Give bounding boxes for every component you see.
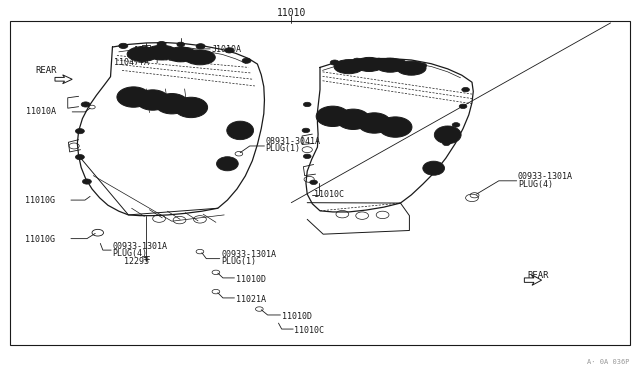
Text: PLUG(4): PLUG(4) (518, 180, 553, 189)
Ellipse shape (174, 97, 207, 118)
Circle shape (374, 58, 383, 63)
Text: 11047: 11047 (134, 46, 159, 55)
Circle shape (242, 58, 251, 63)
Text: 11010: 11010 (276, 8, 306, 18)
Ellipse shape (435, 126, 461, 144)
Circle shape (76, 129, 84, 134)
Ellipse shape (216, 157, 238, 171)
Circle shape (76, 154, 84, 160)
Circle shape (302, 128, 310, 133)
Text: 11010C: 11010C (314, 190, 344, 199)
Circle shape (225, 48, 234, 53)
Text: 11010G: 11010G (25, 235, 55, 244)
Circle shape (303, 102, 311, 107)
Ellipse shape (184, 50, 215, 65)
Text: 00933-1301A: 00933-1301A (518, 172, 573, 181)
Bar (10, 21, 630, 345)
Text: 11021A: 11021A (236, 295, 266, 304)
Ellipse shape (397, 61, 426, 75)
Circle shape (81, 102, 90, 107)
Text: PLUG(1): PLUG(1) (266, 144, 301, 153)
Ellipse shape (117, 87, 150, 107)
Text: 11010D: 11010D (282, 312, 312, 321)
Circle shape (462, 87, 469, 92)
Circle shape (418, 63, 427, 68)
Ellipse shape (358, 113, 391, 133)
Polygon shape (55, 75, 72, 84)
Ellipse shape (127, 46, 158, 61)
Circle shape (157, 41, 166, 46)
Circle shape (397, 60, 406, 65)
Circle shape (460, 104, 467, 109)
Circle shape (196, 44, 205, 49)
Text: 08931-3041A: 08931-3041A (266, 137, 321, 146)
Ellipse shape (147, 45, 177, 60)
Ellipse shape (166, 47, 196, 62)
Circle shape (330, 60, 339, 65)
Ellipse shape (136, 90, 170, 110)
Ellipse shape (337, 109, 370, 129)
Circle shape (303, 154, 311, 158)
Ellipse shape (379, 117, 412, 137)
Text: 11010D: 11010D (236, 275, 266, 284)
Ellipse shape (334, 60, 364, 74)
Text: 11047+A: 11047+A (115, 58, 149, 67)
Circle shape (177, 42, 184, 46)
Circle shape (119, 43, 128, 48)
Ellipse shape (423, 161, 445, 175)
Text: 11010C: 11010C (294, 326, 324, 335)
Circle shape (452, 123, 460, 127)
Text: 00933-1301A: 00933-1301A (221, 250, 276, 259)
Text: PLUG(1): PLUG(1) (221, 257, 256, 266)
Ellipse shape (376, 58, 405, 72)
Ellipse shape (156, 93, 188, 114)
Text: J1010A: J1010A (211, 45, 241, 54)
Text: PLUG(4): PLUG(4) (113, 249, 147, 258)
Ellipse shape (355, 57, 384, 71)
Text: 11010G: 11010G (25, 196, 55, 205)
Text: 12293: 12293 (124, 257, 149, 266)
Circle shape (310, 180, 317, 185)
Text: REAR: REAR (527, 271, 549, 280)
Text: REAR: REAR (36, 66, 58, 75)
Text: 00933-1301A: 00933-1301A (113, 241, 168, 250)
Circle shape (83, 179, 92, 184)
Circle shape (443, 141, 451, 145)
Text: 11010A: 11010A (26, 108, 56, 116)
Ellipse shape (227, 121, 253, 140)
Ellipse shape (316, 106, 349, 126)
Polygon shape (524, 275, 541, 285)
Circle shape (353, 58, 362, 63)
Text: A· 0A 036P: A· 0A 036P (588, 359, 630, 365)
